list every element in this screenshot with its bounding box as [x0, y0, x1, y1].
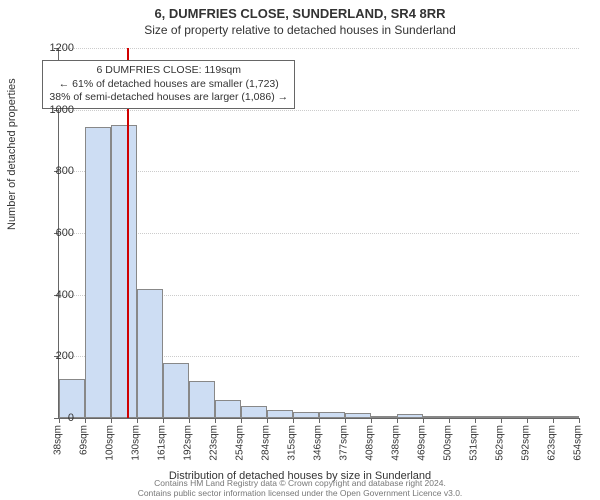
y-axis-label: Number of detached properties	[6, 78, 18, 230]
x-tick	[449, 418, 450, 423]
y-tick-label: 1000	[34, 104, 74, 116]
histogram-bar	[293, 412, 318, 418]
histogram-bar	[241, 406, 266, 418]
x-tick-label: 315sqm	[287, 425, 298, 461]
x-tick	[397, 418, 398, 423]
x-tick	[293, 418, 294, 423]
histogram-bar	[267, 410, 292, 418]
histogram-bar	[553, 416, 578, 418]
chart-container: 6, DUMFRIES CLOSE, SUNDERLAND, SR4 8RR S…	[0, 0, 600, 500]
histogram-bar	[397, 414, 422, 418]
x-tick	[85, 418, 86, 423]
footer-line1: Contains HM Land Registry data © Crown c…	[0, 478, 600, 488]
histogram-bar	[137, 289, 162, 419]
histogram-bar	[475, 416, 500, 418]
annotation-line1: 6 DUMFRIES CLOSE: 119sqm	[49, 64, 288, 78]
x-tick-label: 254sqm	[235, 425, 246, 461]
histogram-bar	[111, 125, 136, 418]
histogram-bar	[189, 381, 214, 418]
x-tick-label: 408sqm	[365, 425, 376, 461]
page-title: 6, DUMFRIES CLOSE, SUNDERLAND, SR4 8RR	[0, 0, 600, 21]
y-tick-label: 600	[34, 227, 74, 239]
x-tick-label: 100sqm	[105, 425, 116, 461]
histogram-bar	[371, 416, 396, 418]
annotation-box: 6 DUMFRIES CLOSE: 119sqm← 61% of detache…	[42, 60, 295, 109]
gridline	[59, 48, 579, 49]
y-tick-label: 400	[34, 289, 74, 301]
x-tick-label: 284sqm	[261, 425, 272, 461]
x-tick-label: 592sqm	[521, 425, 532, 461]
x-tick-label: 654sqm	[573, 425, 584, 461]
y-tick-label: 800	[34, 165, 74, 177]
x-tick	[527, 418, 528, 423]
x-tick-label: 38sqm	[53, 425, 64, 455]
x-tick	[189, 418, 190, 423]
histogram-bar	[527, 416, 552, 418]
x-tick-label: 500sqm	[443, 425, 454, 461]
histogram-bar	[449, 416, 474, 418]
gridline	[59, 171, 579, 172]
x-tick-label: 192sqm	[183, 425, 194, 461]
gridline	[59, 110, 579, 111]
x-tick-label: 346sqm	[313, 425, 324, 461]
y-tick-label: 1200	[34, 42, 74, 54]
x-tick-label: 130sqm	[131, 425, 142, 461]
annotation-line3: 38% of semi-detached houses are larger (…	[49, 91, 288, 105]
x-tick	[319, 418, 320, 423]
x-tick	[111, 418, 112, 423]
plot-area: 6 DUMFRIES CLOSE: 119sqm← 61% of detache…	[58, 48, 579, 419]
x-tick	[475, 418, 476, 423]
x-tick	[215, 418, 216, 423]
annotation-line2: ← 61% of detached houses are smaller (1,…	[49, 78, 288, 92]
x-tick-label: 223sqm	[209, 425, 220, 461]
histogram-bar	[345, 413, 370, 418]
x-tick-label: 531sqm	[469, 425, 480, 461]
x-tick	[241, 418, 242, 423]
histogram-bar	[423, 416, 448, 418]
x-tick	[501, 418, 502, 423]
x-tick-label: 69sqm	[79, 425, 90, 455]
x-tick	[163, 418, 164, 423]
x-tick	[345, 418, 346, 423]
x-tick-label: 438sqm	[391, 425, 402, 461]
x-tick-label: 623sqm	[547, 425, 558, 461]
chart-wrapper: 6 DUMFRIES CLOSE: 119sqm← 61% of detache…	[58, 48, 578, 418]
x-tick	[267, 418, 268, 423]
x-tick	[371, 418, 372, 423]
x-tick-label: 377sqm	[339, 425, 350, 461]
x-tick-label: 469sqm	[417, 425, 428, 461]
x-tick	[553, 418, 554, 423]
x-tick-label: 161sqm	[157, 425, 168, 461]
page-subtitle: Size of property relative to detached ho…	[0, 21, 600, 37]
x-tick	[423, 418, 424, 423]
y-tick-label: 0	[34, 412, 74, 424]
histogram-bar	[85, 127, 110, 418]
x-tick	[137, 418, 138, 423]
footer: Contains HM Land Registry data © Crown c…	[0, 478, 600, 498]
histogram-bar	[163, 363, 188, 419]
footer-line2: Contains public sector information licen…	[0, 488, 600, 498]
histogram-bar	[215, 400, 240, 419]
gridline	[59, 233, 579, 234]
histogram-bar	[501, 416, 526, 418]
x-tick	[579, 418, 580, 423]
y-tick-label: 200	[34, 350, 74, 362]
histogram-bar	[319, 412, 344, 418]
x-tick-label: 562sqm	[495, 425, 506, 461]
